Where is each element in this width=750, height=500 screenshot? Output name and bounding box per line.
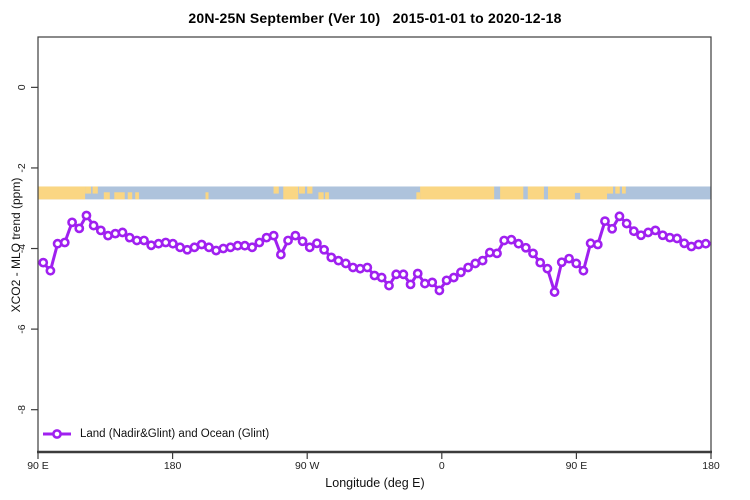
y-tick-label: -2 xyxy=(16,163,28,172)
map-strip-land xyxy=(283,186,299,200)
data-point-marker xyxy=(535,257,546,268)
data-point-marker xyxy=(254,237,265,248)
y-tick-label: -8 xyxy=(16,405,28,414)
map-strip-land-speck xyxy=(127,192,133,200)
map-strip-land-speck xyxy=(92,186,98,194)
map-strip-land-speck xyxy=(85,186,92,194)
data-point-marker xyxy=(139,235,149,246)
data-point-marker xyxy=(95,225,106,236)
data-point-marker xyxy=(304,242,315,253)
data-point-marker xyxy=(45,265,56,276)
data-point-marker xyxy=(564,253,574,264)
x-tick-label: 90 W xyxy=(295,460,320,472)
data-point-marker xyxy=(384,280,394,291)
map-strip-land-speck xyxy=(622,186,626,194)
data-point-marker xyxy=(297,236,308,247)
data-point-marker xyxy=(59,237,70,248)
data-point-marker xyxy=(542,263,553,274)
map-strip-land-speck xyxy=(307,186,313,194)
map-strip-ocean-notch xyxy=(543,192,548,200)
y-axis-title: XCO2 - MLO trend (ppm) xyxy=(9,177,23,313)
map-strip-land xyxy=(500,186,524,200)
data-point-marker xyxy=(290,230,301,241)
map-strip-land-speck xyxy=(205,192,209,200)
data-point-marker xyxy=(513,238,524,249)
data-point-marker xyxy=(376,272,387,283)
data-point-marker xyxy=(167,238,178,249)
map-strip-land-speck xyxy=(318,192,324,200)
x-tick-label: 180 xyxy=(702,460,720,472)
data-point-marker xyxy=(520,242,531,253)
data-point-marker xyxy=(607,223,618,234)
map-strip-land-speck xyxy=(607,186,614,194)
data-point-marker xyxy=(592,239,603,250)
data-point-marker xyxy=(448,272,459,283)
x-tick-label: 90 E xyxy=(566,460,588,472)
data-point-marker xyxy=(528,248,538,259)
trend-line xyxy=(41,214,708,294)
data-point-marker xyxy=(700,238,711,249)
legend-label: Land (Nadir&Glint) and Ocean (Glint) xyxy=(80,428,270,440)
map-strip-land xyxy=(527,186,544,200)
map-strip-land-speck xyxy=(615,186,620,194)
y-tick-label: -4 xyxy=(16,244,28,253)
data-point-marker xyxy=(672,233,682,244)
map-strip-land-speck xyxy=(273,186,279,194)
data-point-marker xyxy=(38,257,49,268)
map-strip-land-speck xyxy=(325,192,329,200)
legend: Land (Nadir&Glint) and Ocean (Glint) xyxy=(42,428,269,440)
data-point-marker xyxy=(247,242,258,253)
map-strip-land-speck xyxy=(114,192,125,200)
data-point-marker xyxy=(268,230,279,241)
data-point-marker xyxy=(74,223,85,234)
y-tick-label: -6 xyxy=(16,324,28,333)
data-point-marker xyxy=(420,278,430,289)
x-axis-title: Longitude (deg E) xyxy=(325,476,425,490)
data-point-marker xyxy=(614,211,625,222)
data-point-marker xyxy=(412,268,423,279)
data-point-marker xyxy=(571,258,582,269)
data-point-marker xyxy=(621,218,632,229)
data-point-marker xyxy=(88,220,99,231)
data-point-marker xyxy=(398,269,409,280)
map-strip-land-speck xyxy=(103,192,110,200)
x-tick-label: 0 xyxy=(439,460,445,472)
data-point-marker xyxy=(556,257,567,268)
data-point-marker xyxy=(549,287,560,297)
data-point-marker xyxy=(463,262,474,273)
data-point-marker xyxy=(67,217,77,228)
data-point-marker xyxy=(405,279,416,290)
data-point-marker xyxy=(477,255,488,266)
data-point-marker xyxy=(362,262,373,273)
map-strip-ocean-notch xyxy=(574,192,581,200)
data-point-marker xyxy=(312,238,322,249)
x-tick-label: 180 xyxy=(164,460,182,472)
data-point-marker xyxy=(117,227,128,238)
data-point-marker xyxy=(340,258,351,269)
data-point-marker xyxy=(628,226,639,237)
data-point-marker xyxy=(427,277,438,288)
data-point-marker xyxy=(456,267,466,278)
data-point-marker xyxy=(283,235,293,246)
data-point-marker xyxy=(434,285,445,296)
map-strip-land-speck xyxy=(135,192,139,200)
chart-title: 20N-25N September (Ver 10) 2015-01-01 to… xyxy=(188,10,562,26)
data-point-marker xyxy=(506,234,517,245)
map-strip-land-speck xyxy=(416,192,421,200)
map-strip-land-speck xyxy=(298,186,305,194)
legend-open-circle-icon xyxy=(43,429,71,439)
map-strip-land xyxy=(420,186,495,200)
data-point-marker xyxy=(650,225,661,236)
x-tick-label: 90 E xyxy=(27,460,49,472)
data-point-marker xyxy=(600,216,610,227)
data-point-marker xyxy=(319,244,329,255)
data-point-marker xyxy=(275,249,286,260)
data-point-marker xyxy=(492,248,502,259)
map-strip-land xyxy=(38,186,86,200)
data-point-marker xyxy=(578,265,589,276)
y-tick-label: 0 xyxy=(16,84,28,90)
data-point-marker xyxy=(81,210,92,221)
